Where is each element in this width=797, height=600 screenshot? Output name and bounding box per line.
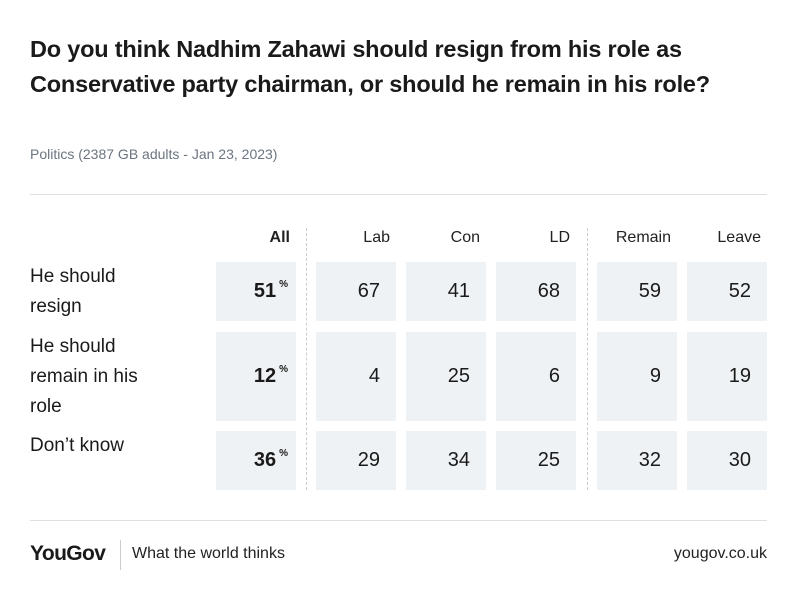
bottom-divider xyxy=(30,520,767,521)
cell-value: 32 xyxy=(638,449,661,471)
cell-value: 19 xyxy=(728,365,751,387)
cell-value: 9 xyxy=(649,365,661,387)
cell-value: 29 xyxy=(357,449,380,471)
cell-value: 67 xyxy=(357,280,380,302)
cell-value: 6 xyxy=(548,365,560,387)
column-group-separator xyxy=(306,228,307,490)
percent-sign: % xyxy=(279,278,288,290)
row-label-dont-know: Don’t know xyxy=(30,434,124,456)
cell-value: 52 xyxy=(728,280,751,302)
chart-subtitle: Politics (2387 GB adults - Jan 23, 2023) xyxy=(30,146,278,162)
cell-resign-lab: 67 xyxy=(316,262,396,321)
column-header-lab: Lab xyxy=(363,229,390,246)
column-header-remain: Remain xyxy=(615,229,671,246)
cell-value: 68 xyxy=(537,280,560,302)
chart-title: Do you think Nadhim Zahawi should resign… xyxy=(30,36,710,97)
cell-dont-know-remain: 32 xyxy=(597,431,677,490)
column-header-con: Con xyxy=(450,229,480,246)
cell-remain-in-role-remain: 9 xyxy=(597,332,677,421)
cell-value: 30 xyxy=(728,449,751,471)
percent-sign: % xyxy=(279,447,288,459)
cell-value: 41 xyxy=(447,280,470,302)
cell-value: 36 xyxy=(253,449,277,471)
percent-sign: % xyxy=(279,363,288,375)
cell-value: 12 xyxy=(253,365,277,387)
row-label-resign: He should resign xyxy=(30,265,116,317)
cell-resign-con: 41 xyxy=(406,262,486,321)
cell-dont-know-con: 34 xyxy=(406,431,486,490)
cell-dont-know-lab: 29 xyxy=(316,431,396,490)
cell-resign-leave: 52 xyxy=(687,262,767,321)
cell-value: 51 xyxy=(253,280,277,302)
cell-value: 25 xyxy=(447,365,470,387)
yougov-logo: YouGov xyxy=(30,542,106,565)
cell-value: 34 xyxy=(447,449,470,471)
cell-remain-in-role-con: 25 xyxy=(406,332,486,421)
top-divider xyxy=(30,194,767,195)
footer-tagline: What the world thinks xyxy=(132,545,285,562)
row-label-remain-in-role: He should remain in his role xyxy=(30,335,138,417)
cell-resign-remain: 59 xyxy=(597,262,677,321)
column-header-ld: LD xyxy=(549,229,570,246)
cell-value: 59 xyxy=(638,280,661,302)
cell-remain-in-role-ld: 6 xyxy=(496,332,576,421)
cell-remain-in-role-all: 12% xyxy=(216,332,296,421)
cell-dont-know-all: 36% xyxy=(216,431,296,490)
column-header-leave: Leave xyxy=(717,229,761,246)
footer-url: yougov.co.uk xyxy=(673,545,767,562)
cell-remain-in-role-lab: 4 xyxy=(316,332,396,421)
cell-dont-know-leave: 30 xyxy=(687,431,767,490)
cell-resign-all: 51% xyxy=(216,262,296,321)
cell-dont-know-ld: 25 xyxy=(496,431,576,490)
column-header-all: All xyxy=(269,229,290,246)
column-group-separator xyxy=(587,228,588,490)
footer-separator xyxy=(120,540,121,570)
cell-value: 4 xyxy=(368,365,380,387)
cell-value: 25 xyxy=(537,449,560,471)
cell-resign-ld: 68 xyxy=(496,262,576,321)
cell-remain-in-role-leave: 19 xyxy=(687,332,767,421)
